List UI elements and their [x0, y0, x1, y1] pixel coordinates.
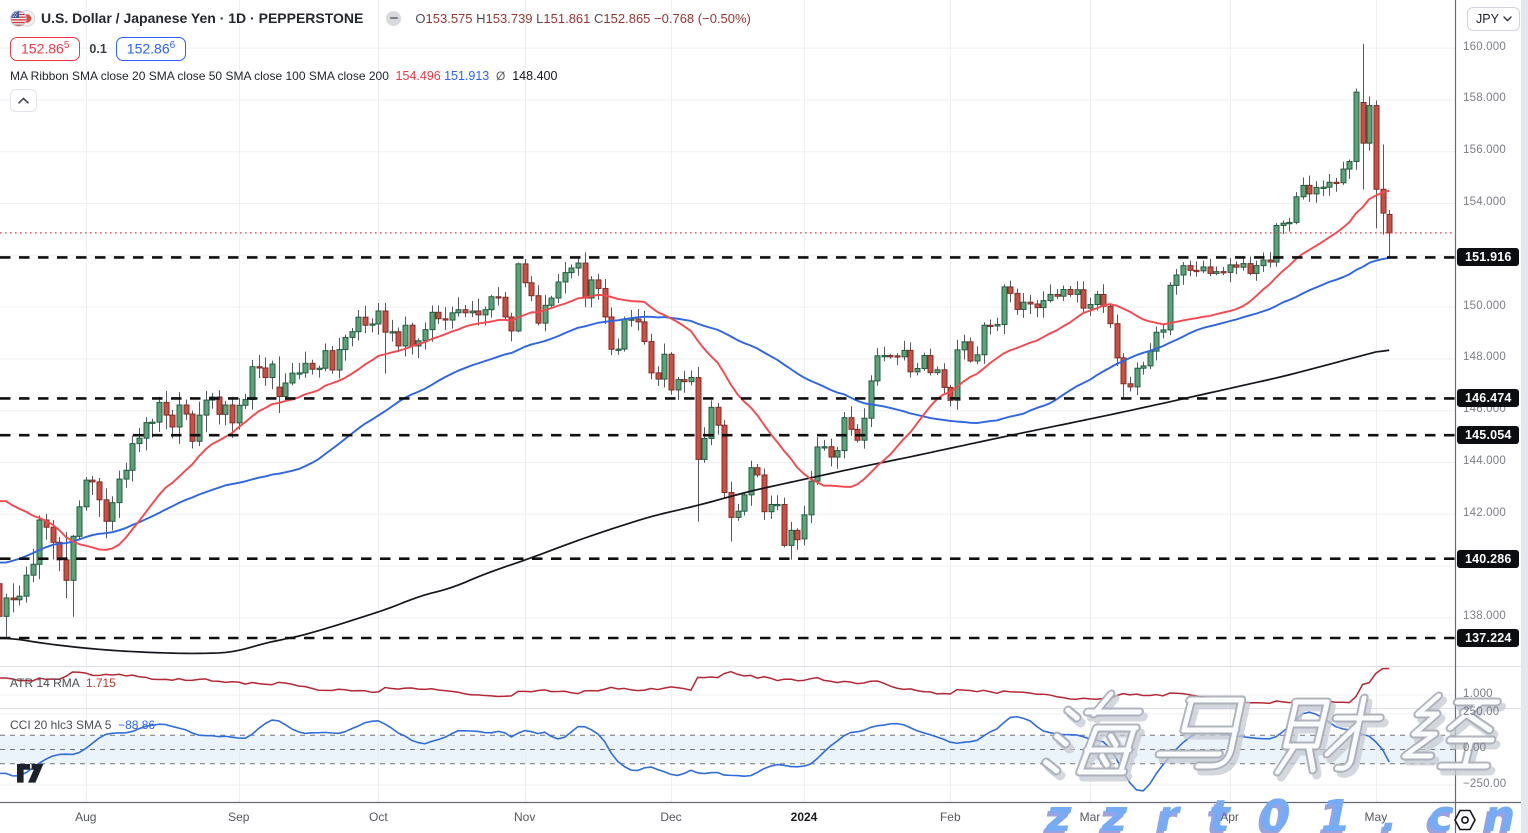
cci-tick: −250.00	[1463, 777, 1507, 790]
time-tick: Aug	[75, 810, 97, 824]
time-tick: Apr	[1220, 810, 1239, 824]
chevron-up-icon	[18, 97, 29, 104]
symbol-title[interactable]: U.S. Dollar / Japanese Yen · 1D · PEPPER…	[41, 10, 364, 26]
price-tick: 156.000	[1463, 144, 1506, 157]
atr-pane-legend[interactable]: ATR 14 RMA 1.715	[10, 676, 116, 690]
level-price-label: 137.224	[1457, 628, 1519, 647]
ma-average-value: 148.400	[512, 69, 558, 83]
down-candles	[0, 101, 1393, 617]
time-tick: Sep	[228, 810, 250, 824]
time-tick: Oct	[369, 810, 388, 824]
up-candles	[3, 91, 1373, 617]
price-scale-currency-select[interactable]: JPY	[1467, 7, 1520, 31]
atr-line	[0, 667, 1390, 705]
price-tick: 148.000	[1463, 351, 1506, 364]
site-watermark: zzrt01.cn	[1046, 791, 1528, 833]
level-price-label: 140.286	[1457, 549, 1519, 568]
cci-tick: 250.00	[1463, 706, 1500, 719]
price-tick: 138.000	[1463, 610, 1506, 623]
atr-tick: 1.000	[1463, 687, 1493, 700]
scale-settings-hexagon-icon[interactable]	[1452, 808, 1478, 832]
change-value: −0.768 (−0.50%)	[654, 10, 751, 26]
currency-pair-flags-icon	[10, 9, 36, 27]
atr-value: 1.715	[85, 676, 116, 690]
cci-tick: 0.00	[1463, 742, 1487, 754]
chart-legend: U.S. Dollar / Japanese Yen · 1D · PEPPER…	[10, 6, 751, 112]
page-scrollbar[interactable]	[1521, 0, 1528, 833]
sell-price-button[interactable]: 152.865	[10, 36, 81, 62]
cci-value: −88.86	[118, 718, 156, 732]
hide-indicator-icon[interactable]	[386, 10, 402, 26]
cci-pane-legend[interactable]: CCI 20 hlc3 SMA 5 −88.86	[10, 718, 156, 732]
time-tick: May	[1364, 810, 1388, 824]
time-tick: Dec	[660, 810, 682, 824]
sma50-value: 151.913	[444, 69, 490, 83]
high-value: 153.739	[485, 10, 533, 26]
price-tick: 150.000	[1463, 299, 1506, 312]
level-price-label: 151.916	[1457, 248, 1519, 267]
time-tick: 2024	[790, 810, 818, 824]
sma50-line	[0, 256, 1390, 564]
price-tick: 144.000	[1463, 455, 1506, 467]
time-tick: Feb	[939, 810, 961, 824]
low-value: 151.861	[543, 10, 591, 26]
time-tick: Mar	[1079, 810, 1101, 824]
price-tick: 154.000	[1463, 196, 1506, 208]
tradingview-logo[interactable]	[17, 760, 52, 791]
ma-ribbon-legend[interactable]: MA Ribbon SMA close 20 SMA close 50 SMA …	[10, 69, 558, 83]
time-tick: Nov	[514, 810, 536, 824]
buy-price-button[interactable]: 152.866	[115, 36, 187, 62]
sma20-value: 154.496	[395, 69, 441, 83]
ohlc-values: O153.575 H153.739 L151.861 C152.865 −0.7…	[415, 10, 751, 26]
spread-value: 0.1	[89, 42, 107, 56]
chevron-down-icon	[1503, 16, 1512, 22]
cci-line	[0, 711, 1390, 792]
candle-wicks	[6, 43, 1390, 638]
price-tick: 160.000	[1463, 40, 1506, 53]
open-value: 153.575	[425, 10, 473, 26]
price-tick: 142.000	[1463, 506, 1506, 519]
price-tick: 158.000	[1463, 92, 1506, 105]
level-price-label: 145.054	[1457, 426, 1519, 445]
collapse-legend-button[interactable]	[10, 89, 37, 112]
sma-ribbon-average-line	[0, 349, 1390, 655]
close-value: 152.865	[603, 10, 651, 26]
level-price-label: 146.474	[1457, 389, 1519, 408]
sma20-line	[0, 189, 1390, 551]
cci-band	[0, 735, 1456, 764]
